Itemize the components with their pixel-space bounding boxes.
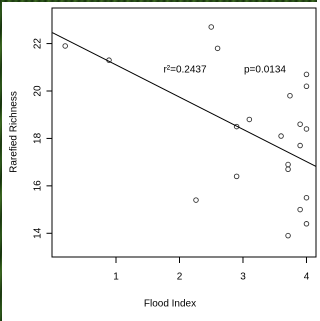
x-tick-label: 3 [240,272,246,283]
annotation: p=0.0134 [244,65,286,76]
y-tick-label: 18 [33,132,44,144]
x-tick-label: 4 [304,272,310,283]
annotation: r²=0.2437 [163,65,207,76]
y-tick-label: 22 [33,38,44,50]
x-tick-label: 2 [177,272,183,283]
x-tick-label: 1 [113,272,119,283]
y-tick-label: 20 [33,85,44,97]
y-tick-label: 16 [33,180,44,192]
x-axis-label: Flood Index [144,299,196,310]
panel [2,2,317,321]
background: Flood Index Rarefied Richness 1 2 3 4 14 16 18… [0,0,317,321]
y-tick-label: 14 [33,227,44,239]
chart: Flood Index Rarefied Richness 1 2 3 4 14 16 18… [0,0,317,321]
y-axis-label: Rarefied Richness [9,91,20,173]
